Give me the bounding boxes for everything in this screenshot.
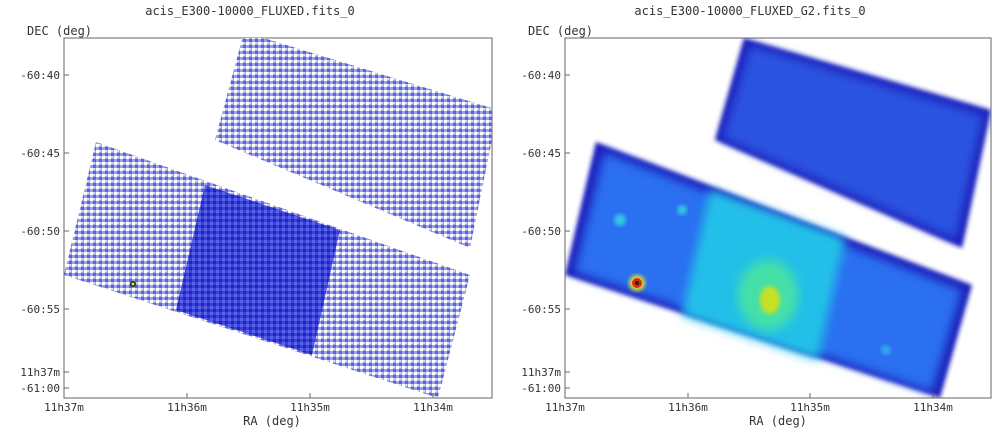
image-content xyxy=(64,38,492,398)
source-blob xyxy=(881,345,891,355)
chart-title: acis_E300-10000_FLUXED_G2.fits_0 xyxy=(634,4,866,18)
y-tick-label: 11h37m xyxy=(521,366,561,379)
chip-upper xyxy=(215,38,492,248)
x-tick-label: 11h36m xyxy=(167,401,207,414)
chart-title: acis_E300-10000_FLUXED.fits_0 xyxy=(145,4,355,18)
x-axis-label: RA (deg) xyxy=(749,414,807,428)
x-tick-label: 11h37m xyxy=(545,401,585,414)
heatmap-plot-left[interactable]: 11h37m 11h36m 11h35m 11h34m -60:40 -60:45 -60:… xyxy=(0,0,500,437)
y-tick-label: -61:00 xyxy=(20,382,60,395)
source-blob xyxy=(677,205,687,215)
x-tick-label: 11h34m xyxy=(913,401,953,414)
x-tick-label: 11h36m xyxy=(668,401,708,414)
y-tick-label: -60:50 xyxy=(20,225,60,238)
y-tick-label: -60:50 xyxy=(521,225,561,238)
chip-lower-center xyxy=(176,185,340,355)
y-tick-label: 11h37m xyxy=(20,366,60,379)
y-tick-label: -60:55 xyxy=(20,303,60,316)
hotspot-core xyxy=(635,281,639,285)
y-tick-label: -61:00 xyxy=(521,382,561,395)
hotspot-core xyxy=(131,282,135,286)
y-axis-label: DEC (deg) xyxy=(27,24,93,38)
plot-panel-left: acis_E300-10000_FLUXED.fits_0 DEC (deg) … xyxy=(0,0,500,437)
x-axis-label: RA (deg) xyxy=(243,414,301,428)
heatmap-plot-right[interactable]: 11h37m 11h36m 11h35m 11h34m -60:40 -60:45 -60:… xyxy=(500,0,1000,437)
x-tick-label: 11h35m xyxy=(790,401,830,414)
y-tick-label: -60:40 xyxy=(20,69,60,82)
x-tick-label: 11h37m xyxy=(44,401,84,414)
source-blob xyxy=(614,214,626,226)
x-tick-label: 11h35m xyxy=(290,401,330,414)
y-axis-label: DEC (deg) xyxy=(528,24,594,38)
y-tick-label: -60:45 xyxy=(521,147,561,160)
y-tick-label: -60:40 xyxy=(521,69,561,82)
plot-panel-right: acis_E300-10000_FLUXED_G2.fits_0 DEC (de… xyxy=(500,0,1000,437)
diffuse-peak xyxy=(760,286,780,314)
y-tick-label: -60:45 xyxy=(20,147,60,160)
y-tick-label: -60:55 xyxy=(521,303,561,316)
x-tick-label: 11h34m xyxy=(413,401,453,414)
chip-upper xyxy=(722,45,984,240)
image-content xyxy=(565,38,991,398)
